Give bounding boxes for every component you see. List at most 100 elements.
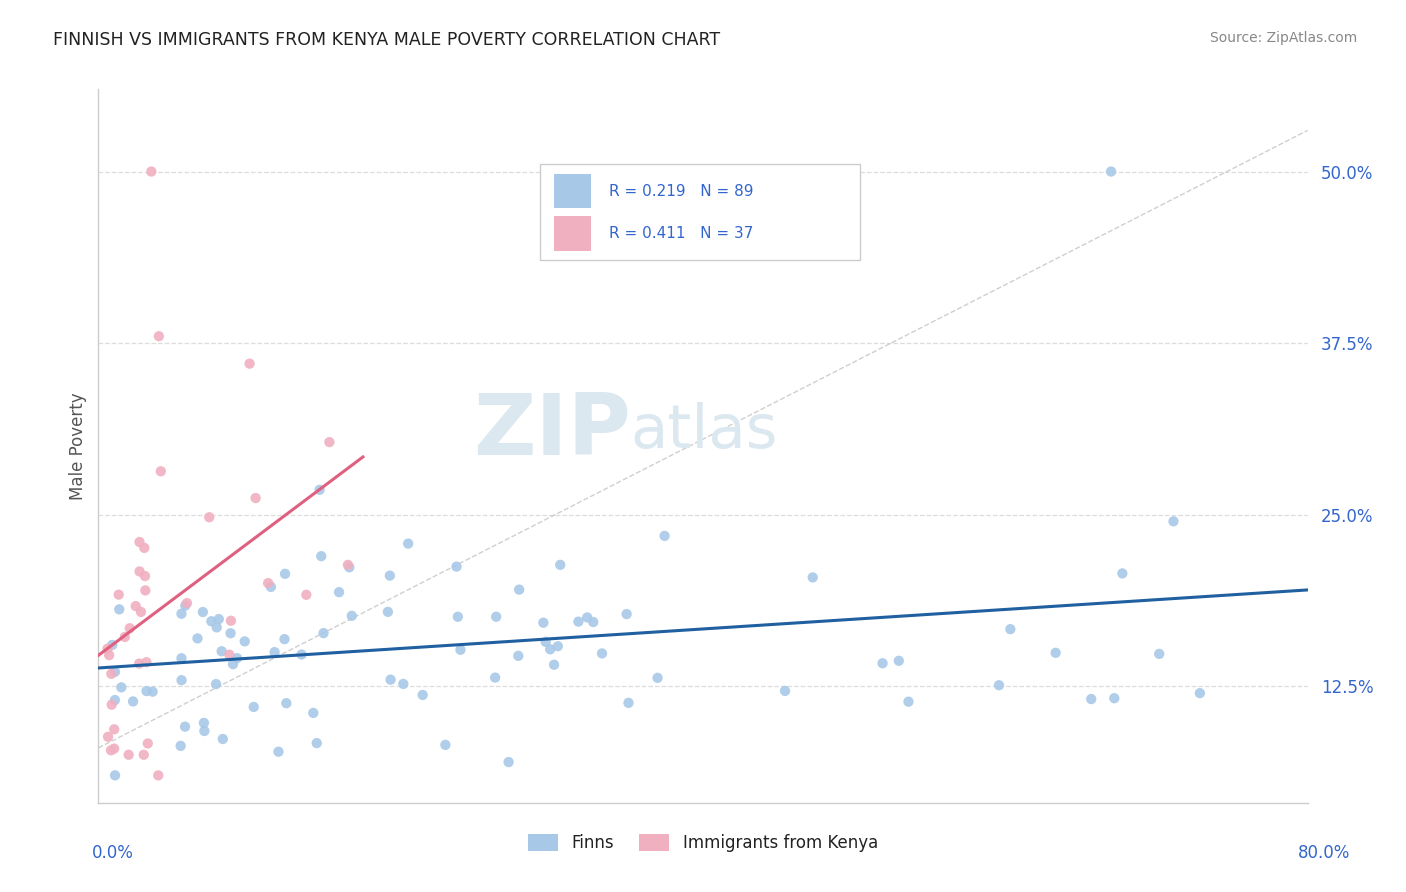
Point (548, 558, 571, 572)
Y-axis label: Male Poverty: Male Poverty (69, 392, 87, 500)
Point (222, 657, 245, 672)
Point (170, 651, 193, 665)
Point (101, 638, 124, 652)
Point (208, 612, 231, 626)
Point (104, 693, 127, 707)
Point (142, 684, 165, 698)
Point (128, 565, 150, 579)
Point (543, 657, 565, 672)
Point (198, 510, 221, 524)
Point (273, 632, 295, 647)
Point (1147, 647, 1170, 661)
Point (1000, 622, 1022, 636)
Point (616, 607, 638, 621)
Point (434, 738, 457, 752)
Text: FINNISH VS IMMIGRANTS FROM KENYA MALE POVERTY CORRELATION CHART: FINNISH VS IMMIGRANTS FROM KENYA MALE PO… (53, 31, 720, 49)
Point (174, 720, 197, 734)
Point (219, 626, 242, 640)
Point (100, 666, 122, 681)
Point (263, 645, 285, 659)
Point (176, 596, 198, 610)
Point (897, 695, 920, 709)
Point (267, 745, 290, 759)
Point (245, 491, 267, 505)
Point (872, 657, 894, 671)
Point (141, 164, 163, 178)
Point (233, 634, 256, 648)
Point (129, 605, 152, 619)
Point (447, 609, 470, 624)
Point (219, 614, 242, 628)
Point (226, 651, 249, 665)
Point (328, 585, 350, 599)
Point (654, 529, 676, 543)
Point (378, 568, 401, 582)
Point (337, 560, 360, 574)
Point (191, 605, 214, 619)
Text: 80.0%: 80.0% (1298, 844, 1350, 862)
Point (308, 483, 330, 497)
Point (104, 665, 127, 679)
Point (647, 671, 669, 685)
Point (567, 615, 589, 629)
Point (104, 768, 127, 782)
Point (318, 435, 340, 450)
Text: Source: ZipAtlas.com: Source: ZipAtlas.com (1209, 31, 1357, 45)
Point (534, 635, 557, 649)
Point (170, 607, 193, 621)
Point (100, 698, 122, 712)
Point (128, 657, 150, 671)
Point (211, 644, 233, 658)
Point (773, 684, 796, 698)
Text: R = 0.411   N = 37: R = 0.411 N = 37 (609, 226, 754, 241)
Point (295, 588, 318, 602)
Point (1045, 646, 1067, 660)
Legend: Finns, Immigrants from Kenya: Finns, Immigrants from Kenya (522, 827, 884, 859)
Point (98, 648, 121, 662)
Point (122, 694, 145, 708)
Point (205, 677, 228, 691)
Point (531, 615, 554, 630)
Point (380, 673, 402, 687)
Point (988, 678, 1011, 692)
Point (135, 684, 157, 698)
Point (174, 599, 197, 613)
Point (309, 549, 332, 564)
Point (114, 630, 136, 644)
Point (193, 715, 215, 730)
Point (103, 741, 125, 756)
Point (128, 535, 150, 549)
Bar (554, 217, 591, 251)
Point (508, 648, 530, 663)
Point (110, 681, 132, 695)
Point (148, 329, 170, 343)
Point (200, 614, 222, 628)
Point (377, 605, 399, 619)
Point (186, 632, 208, 646)
Point (274, 566, 297, 581)
Point (193, 724, 215, 739)
Point (242, 700, 264, 714)
Point (591, 647, 613, 661)
Point (485, 609, 508, 624)
Point (1111, 566, 1133, 581)
Point (396, 536, 419, 550)
Point (134, 583, 156, 598)
Point (1104, 691, 1126, 706)
Point (149, 464, 172, 478)
Point (118, 747, 141, 762)
Point (148, 768, 170, 782)
Point (340, 608, 363, 623)
Text: R = 0.219   N = 89: R = 0.219 N = 89 (609, 184, 754, 199)
Point (169, 739, 191, 753)
Point (205, 620, 228, 634)
Point (170, 673, 193, 688)
Bar (554, 174, 591, 208)
Point (484, 671, 506, 685)
Point (135, 655, 157, 669)
Point (218, 648, 240, 662)
Point (134, 569, 156, 583)
Point (276, 696, 298, 710)
Point (260, 580, 283, 594)
Point (617, 696, 640, 710)
